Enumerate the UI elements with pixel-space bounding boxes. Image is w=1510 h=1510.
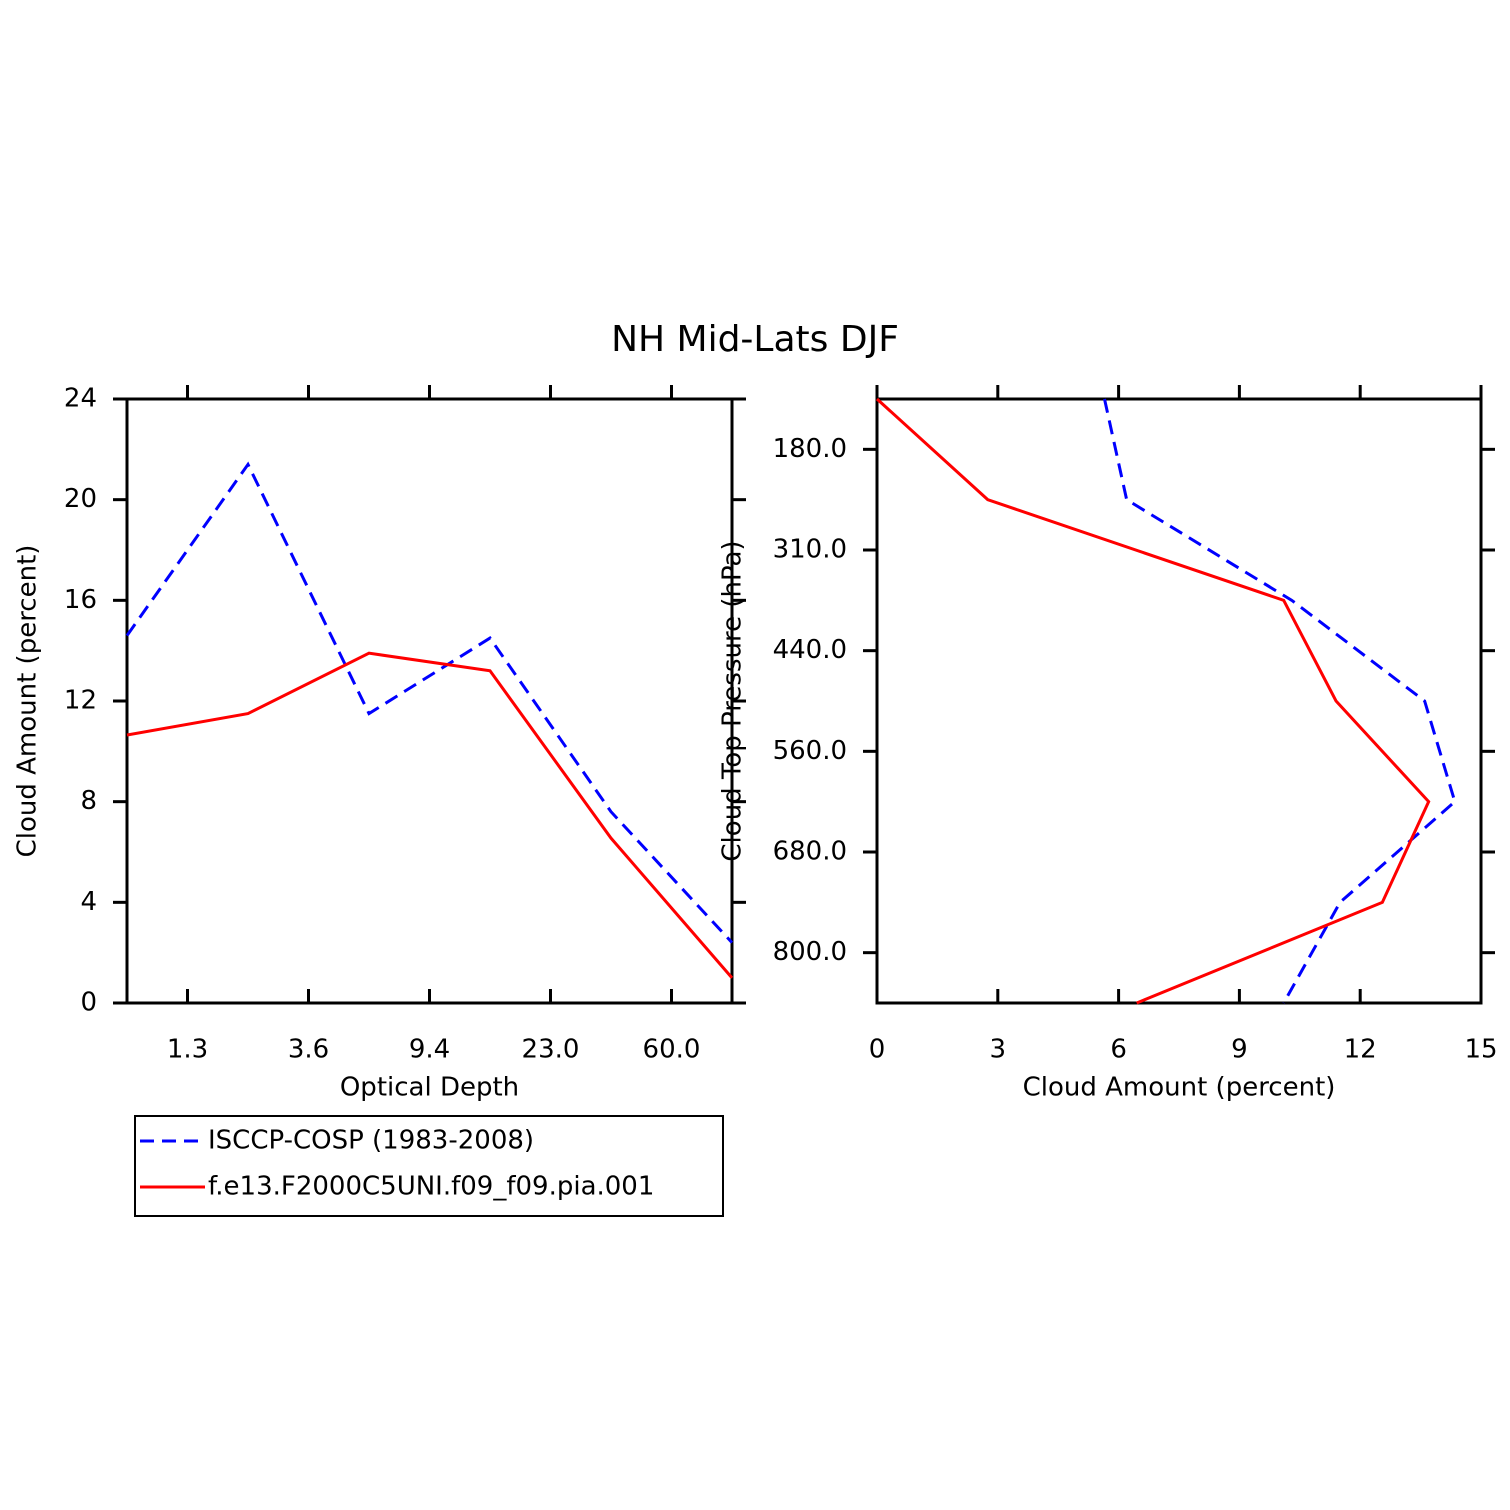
x-tick-label: 1.3 [167, 1035, 208, 1065]
legend-label: f.e13.F2000C5UNI.f09_f09.pia.001 [208, 1172, 654, 1202]
x-axis-label: Optical Depth [340, 1073, 519, 1103]
y-tick-label: 20 [64, 484, 97, 514]
y-tick-label: 310.0 [773, 535, 847, 565]
y-tick-label: 12 [64, 686, 97, 716]
y-tick-label: 560.0 [773, 736, 847, 766]
figure-title: NH Mid-Lats DJF [611, 319, 899, 360]
plot-frame [125, 397, 734, 1005]
y-tick-label: 0 [80, 988, 97, 1018]
series-line [875, 397, 1431, 1005]
x-tick-label: 9 [1231, 1035, 1248, 1065]
x-tick-label: 60.0 [643, 1035, 701, 1065]
legend-box [134, 1115, 724, 1217]
y-axis-label: Cloud Amount (percent) [13, 545, 43, 858]
legend: ISCCP-COSP (1983-2008) f.e13.F2000C5UNI.f… [134, 1115, 724, 1217]
series-line [1103, 398, 1457, 1004]
series-line [126, 651, 734, 979]
y-tick-label: 24 [64, 384, 97, 414]
y-tick-label: 800.0 [773, 937, 847, 967]
y-tick-label: 4 [80, 887, 97, 917]
x-tick-label: 12 [1344, 1035, 1377, 1065]
x-tick-label: 23.0 [522, 1035, 580, 1065]
x-axis-label: Cloud Amount (percent) [1023, 1073, 1336, 1103]
x-tick-label: 9.4 [409, 1035, 450, 1065]
legend-label: ISCCP-COSP (1983-2008) [208, 1126, 534, 1156]
y-tick-label: 8 [80, 786, 97, 816]
x-tick-label: 0 [869, 1035, 886, 1065]
y-tick-label: 440.0 [773, 635, 847, 665]
series-line [125, 461, 734, 944]
y-axis-label: Cloud Top Pressure (hPa) [718, 540, 748, 861]
y-tick-label: 16 [64, 585, 97, 615]
x-tick-label: 6 [1110, 1035, 1127, 1065]
plot-frame [875, 397, 1483, 1005]
x-tick-label: 15 [1464, 1035, 1497, 1065]
x-tick-label: 3.6 [288, 1035, 329, 1065]
y-tick-label: 180.0 [773, 434, 847, 464]
y-tick-label: 680.0 [773, 837, 847, 867]
x-tick-label: 3 [990, 1035, 1007, 1065]
